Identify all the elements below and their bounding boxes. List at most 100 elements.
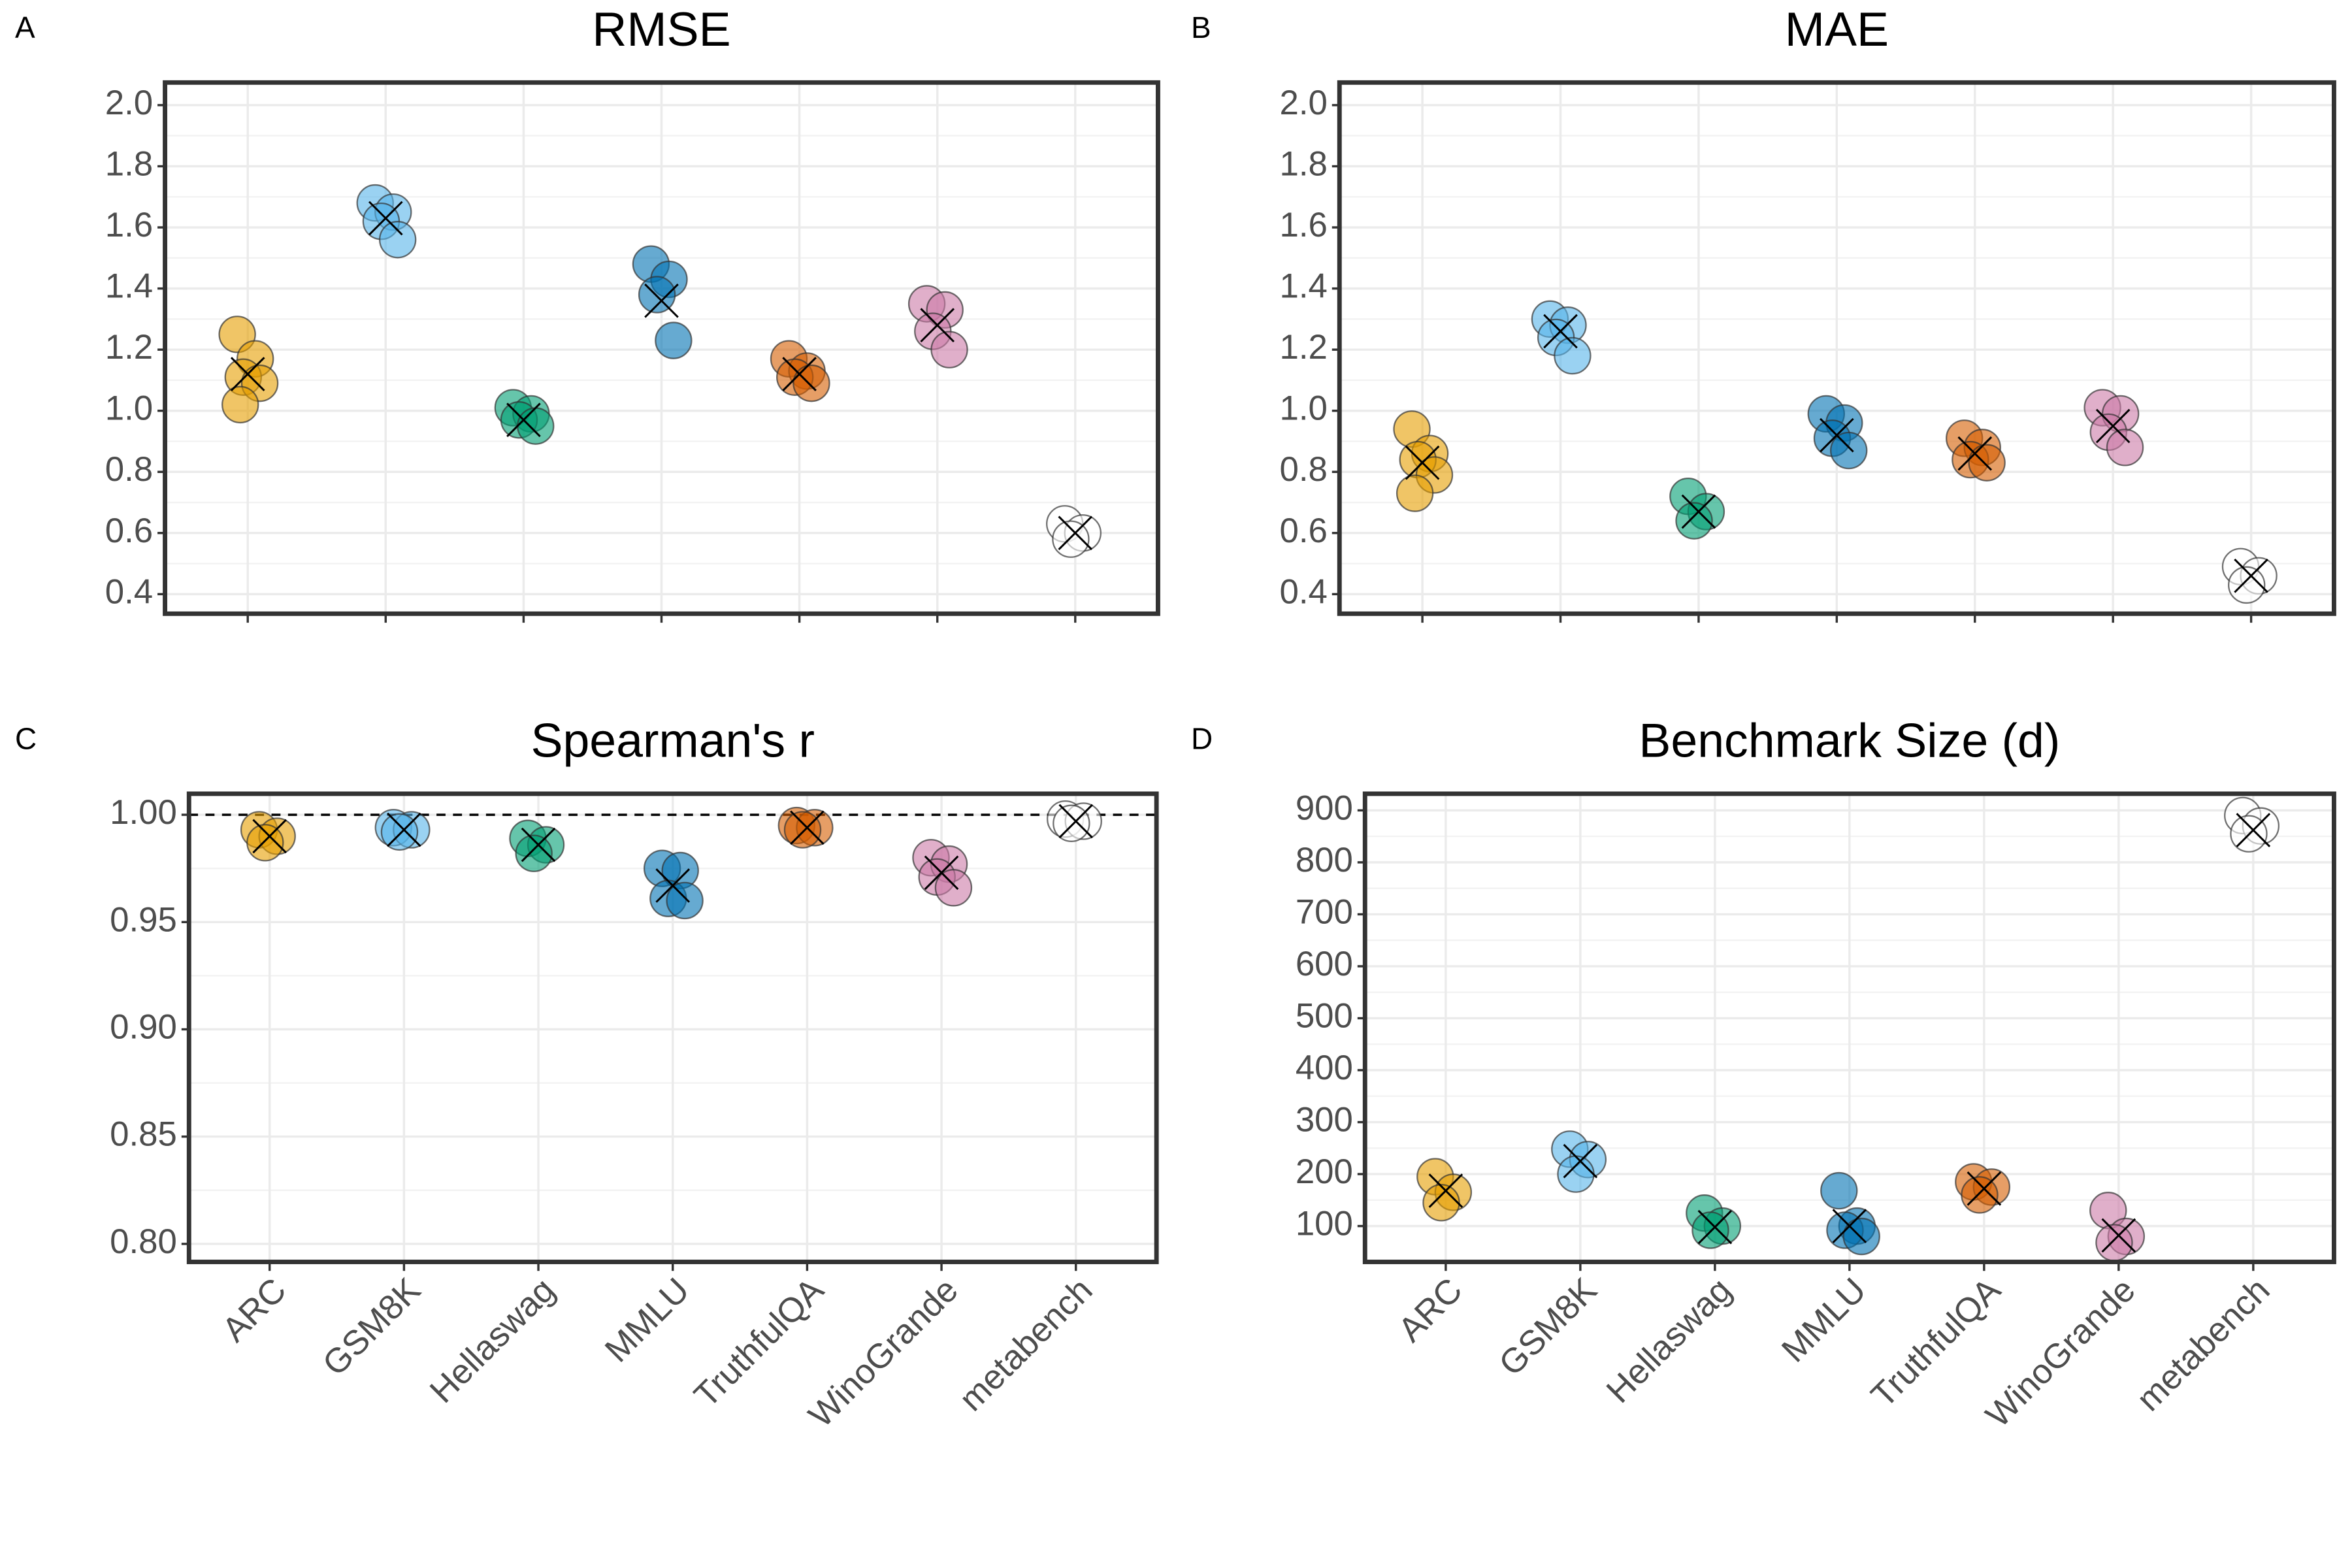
mean-cross [506, 402, 541, 438]
point [1675, 502, 1713, 540]
mean-marker [2234, 559, 2268, 593]
point [1691, 1211, 1729, 1249]
mean-marker [521, 827, 556, 862]
y-tick-label: 1.6 [1279, 206, 1327, 244]
y-tick-label: 1.6 [105, 206, 153, 244]
point [1842, 1217, 1880, 1256]
x-tick-label: Hellaswag [1599, 1271, 1739, 1411]
mean-marker [2095, 408, 2131, 444]
y-tick-label: 1.00 [110, 793, 177, 832]
y-tick-label: 0.95 [110, 900, 177, 939]
panel-border [1362, 791, 2336, 1264]
y-tick-label: 0.8 [1279, 450, 1327, 489]
mean-marker [924, 855, 959, 890]
mean-cross [1832, 1209, 1867, 1243]
x-tick-label: GSM8K [316, 1271, 428, 1383]
x-tick-label: TruthfulQA [1864, 1270, 2008, 1414]
x-tick-label: TruthfulQA [687, 1270, 831, 1414]
mean-cross [1681, 494, 1716, 529]
y-tick-label: 1.0 [1279, 389, 1327, 428]
point [792, 364, 830, 402]
point [1968, 444, 2006, 482]
y-tick-label: 0.80 [110, 1222, 177, 1261]
y-tick-label: 2.0 [1279, 84, 1327, 122]
y-tick-label: 0.6 [1279, 512, 1327, 550]
x-tick-label: MMLU [598, 1271, 697, 1370]
mean-marker [2101, 1218, 2136, 1253]
mean-cross [521, 827, 556, 862]
y-tick-label: 400 [1296, 1049, 1353, 1087]
panel-border [186, 791, 1159, 1264]
chart-title: MAE [1785, 2, 1889, 56]
mean-marker [2236, 813, 2271, 847]
mean-cross [782, 357, 817, 391]
y-tick-label: 500 [1296, 996, 1353, 1035]
x-tick-label: MMLU [1774, 1271, 1874, 1370]
y-tick-label: 100 [1296, 1205, 1353, 1243]
mean-marker [506, 402, 541, 438]
point [378, 221, 417, 259]
y-tick-label: 1.8 [105, 144, 153, 183]
y-tick-label: 800 [1296, 841, 1353, 879]
point [1396, 474, 1434, 512]
panel-label: B [1191, 10, 1211, 44]
mean-cross [924, 855, 959, 890]
mean-marker [1563, 1143, 1598, 1179]
y-tick-label: 0.4 [105, 572, 153, 611]
chart-title: Spearman's r [531, 713, 815, 768]
mean-cross [790, 810, 825, 845]
y-tick-label: 1.8 [1279, 144, 1327, 183]
mean-marker [920, 308, 955, 343]
point [1422, 1184, 1460, 1222]
point [2228, 566, 2266, 604]
mean-marker [1957, 436, 1993, 471]
y-tick-label: 1.2 [105, 328, 153, 367]
panel-label: A [15, 10, 35, 44]
mean-cross [1697, 1209, 1733, 1245]
mean-cross [655, 868, 691, 903]
y-tick-label: 0.4 [1279, 572, 1327, 611]
y-tick-label: 0.85 [110, 1115, 177, 1154]
y-tick-label: 2.0 [105, 84, 153, 122]
mean-cross [920, 308, 955, 343]
point [666, 881, 704, 920]
mean-cross [2101, 1218, 2136, 1253]
mean-cross [1967, 1171, 2002, 1206]
point [380, 813, 419, 851]
mean-cross [2095, 408, 2131, 444]
panel-label: D [1191, 722, 1213, 756]
x-tick-label: GSM8K [1492, 1271, 1604, 1383]
mean-marker [1405, 445, 1440, 480]
y-tick-label: 1.4 [105, 267, 153, 306]
y-tick-label: 1.0 [105, 389, 153, 428]
chart-title: Benchmark Size (d) [1639, 713, 2060, 768]
mean-marker [782, 357, 817, 391]
point [1820, 1171, 1858, 1210]
mean-marker [387, 812, 421, 847]
point [515, 834, 553, 872]
mean-marker [1832, 1209, 1867, 1243]
mean-cross [252, 819, 287, 854]
mean-cross [1058, 804, 1094, 839]
x-tick-label: Hellaswag [423, 1271, 563, 1411]
y-tick-label: 900 [1296, 789, 1353, 827]
point [1830, 431, 1868, 470]
mean-marker [790, 810, 825, 845]
mean-cross [644, 283, 679, 318]
mean-marker [252, 819, 287, 854]
mean-marker [644, 283, 679, 318]
mean-marker [1058, 515, 1093, 551]
mean-marker [230, 357, 265, 391]
mean-cross [2234, 559, 2268, 593]
point [1961, 1176, 1999, 1214]
point [246, 824, 284, 862]
mean-marker [1681, 494, 1716, 529]
chart-title: RMSE [592, 2, 730, 56]
point [1557, 1155, 1595, 1193]
y-tick-label: 1.4 [1279, 267, 1327, 306]
point [1053, 804, 1090, 842]
y-tick-label: 0.6 [105, 512, 153, 550]
point [1554, 336, 1592, 375]
mean-cross [1820, 417, 1854, 453]
